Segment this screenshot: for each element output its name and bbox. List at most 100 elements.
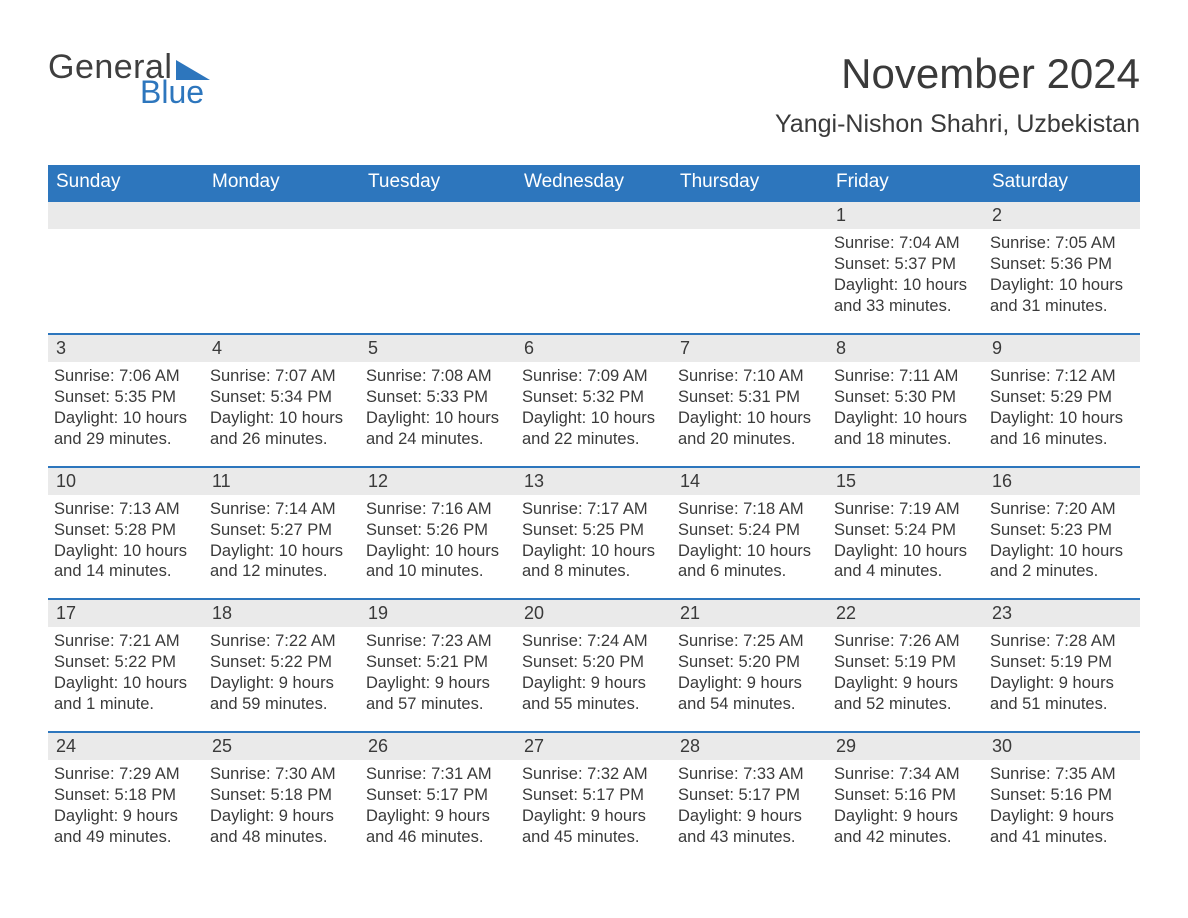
- daylight-text: Daylight: 10 hours and 1 minute.: [54, 673, 198, 715]
- day-number: 24: [56, 736, 76, 756]
- day-details: Sunrise: 7:29 AMSunset: 5:18 PMDaylight:…: [54, 760, 198, 848]
- sunset-text: Sunset: 5:17 PM: [678, 785, 822, 806]
- calendar-day-cell: [48, 202, 204, 323]
- sunset-text: Sunset: 5:36 PM: [990, 254, 1134, 275]
- weekday-header: Thursday: [672, 165, 828, 200]
- weekday-header: Tuesday: [360, 165, 516, 200]
- calendar-day-cell: [360, 202, 516, 323]
- calendar-day-cell: 1 Sunrise: 7:04 AMSunset: 5:37 PMDaylight…: [828, 202, 984, 323]
- sunrise-text: Sunrise: 7:08 AM: [366, 366, 510, 387]
- day-details: Sunrise: 7:13 AMSunset: 5:28 PMDaylight:…: [54, 495, 198, 583]
- day-number: 4: [212, 338, 222, 358]
- calendar-day-cell: [672, 202, 828, 323]
- calendar-day-cell: 2Sunrise: 7:05 AMSunset: 5:36 PMDaylight…: [984, 202, 1140, 323]
- day-details: Sunrise: 7:19 AMSunset: 5:24 PMDaylight:…: [834, 495, 978, 583]
- calendar-day-cell: 16Sunrise: 7:20 AMSunset: 5:23 PMDayligh…: [984, 468, 1140, 589]
- day-number-bar: [204, 202, 360, 229]
- calendar-day-cell: 26Sunrise: 7:31 AMSunset: 5:17 PMDayligh…: [360, 733, 516, 854]
- sunset-text: Sunset: 5:17 PM: [366, 785, 510, 806]
- calendar-day-cell: 10Sunrise: 7:13 AMSunset: 5:28 PMDayligh…: [48, 468, 204, 589]
- weekday-header-row: Sunday Monday Tuesday Wednesday Thursday…: [48, 165, 1140, 200]
- daylight-text: Daylight: 10 hours and 2 minutes.: [990, 541, 1134, 583]
- day-number: 15: [836, 471, 856, 491]
- sunrise-text: Sunrise: 7:07 AM: [210, 366, 354, 387]
- calendar-week-row: 3 Sunrise: 7:06 AMSunset: 5:35 PMDaylight…: [48, 333, 1140, 456]
- daylight-text: Daylight: 10 hours and 22 minutes.: [522, 408, 666, 450]
- day-number-bar: 21: [672, 600, 828, 627]
- day-number-bar: [516, 202, 672, 229]
- calendar-day-cell: 9Sunrise: 7:12 AMSunset: 5:29 PMDaylight…: [984, 335, 1140, 456]
- sunrise-text: Sunrise: 7:14 AM: [210, 499, 354, 520]
- sunrise-text: Sunrise: 7:05 AM: [990, 233, 1134, 254]
- day-number-bar: 17: [48, 600, 204, 627]
- day-number-bar: 5: [360, 335, 516, 362]
- calendar-day-cell: 27Sunrise: 7:32 AMSunset: 5:17 PMDayligh…: [516, 733, 672, 854]
- day-details: Sunrise: 7:14 AMSunset: 5:27 PMDaylight:…: [210, 495, 354, 583]
- daylight-text: Daylight: 9 hours and 57 minutes.: [366, 673, 510, 715]
- day-number: 1: [836, 205, 846, 225]
- day-details: Sunrise: 7:23 AMSunset: 5:21 PMDaylight:…: [366, 627, 510, 715]
- sunrise-text: Sunrise: 7:25 AM: [678, 631, 822, 652]
- sunrise-text: Sunrise: 7:26 AM: [834, 631, 978, 652]
- day-number: 28: [680, 736, 700, 756]
- weekday-header: Saturday: [984, 165, 1140, 200]
- day-number-bar: 13: [516, 468, 672, 495]
- sunset-text: Sunset: 5:23 PM: [990, 520, 1134, 541]
- day-details: Sunrise: 7:10 AMSunset: 5:31 PMDaylight:…: [678, 362, 822, 450]
- day-details: Sunrise: 7:32 AMSunset: 5:17 PMDaylight:…: [522, 760, 666, 848]
- day-number: 19: [368, 603, 388, 623]
- day-number: 6: [524, 338, 534, 358]
- day-number-bar: [672, 202, 828, 229]
- day-number-bar: 20: [516, 600, 672, 627]
- sunset-text: Sunset: 5:21 PM: [366, 652, 510, 673]
- sunrise-text: Sunrise: 7:23 AM: [366, 631, 510, 652]
- day-details: Sunrise: 7:08 AMSunset: 5:33 PMDaylight:…: [366, 362, 510, 450]
- sunrise-text: Sunrise: 7:16 AM: [366, 499, 510, 520]
- day-details: Sunrise: 7:06 AMSunset: 5:35 PMDaylight:…: [54, 362, 198, 450]
- daylight-text: Daylight: 9 hours and 49 minutes.: [54, 806, 198, 848]
- daylight-text: Daylight: 9 hours and 51 minutes.: [990, 673, 1134, 715]
- sunset-text: Sunset: 5:35 PM: [54, 387, 198, 408]
- calendar-day-cell: 29Sunrise: 7:34 AMSunset: 5:16 PMDayligh…: [828, 733, 984, 854]
- sunset-text: Sunset: 5:19 PM: [834, 652, 978, 673]
- day-number: 16: [992, 471, 1012, 491]
- day-number-bar: 26: [360, 733, 516, 760]
- day-details: Sunrise: 7:30 AMSunset: 5:18 PMDaylight:…: [210, 760, 354, 848]
- sunrise-text: Sunrise: 7:19 AM: [834, 499, 978, 520]
- day-details: Sunrise: 7:26 AMSunset: 5:19 PMDaylight:…: [834, 627, 978, 715]
- sunset-text: Sunset: 5:19 PM: [990, 652, 1134, 673]
- day-number: 20: [524, 603, 544, 623]
- calendar-day-cell: 28Sunrise: 7:33 AMSunset: 5:17 PMDayligh…: [672, 733, 828, 854]
- sunset-text: Sunset: 5:33 PM: [366, 387, 510, 408]
- day-number: 7: [680, 338, 690, 358]
- day-number: 5: [368, 338, 378, 358]
- sunset-text: Sunset: 5:20 PM: [522, 652, 666, 673]
- sunset-text: Sunset: 5:24 PM: [678, 520, 822, 541]
- page-root: General Blue November 2024 Yangi-Nishon …: [0, 0, 1188, 894]
- day-details: Sunrise: 7:04 AMSunset: 5:37 PMDaylight:…: [834, 229, 978, 317]
- daylight-text: Daylight: 9 hours and 42 minutes.: [834, 806, 978, 848]
- calendar-day-cell: 17Sunrise: 7:21 AMSunset: 5:22 PMDayligh…: [48, 600, 204, 721]
- sunset-text: Sunset: 5:24 PM: [834, 520, 978, 541]
- calendar-day-cell: 30Sunrise: 7:35 AMSunset: 5:16 PMDayligh…: [984, 733, 1140, 854]
- brand-word-blue: Blue: [140, 76, 214, 108]
- sunset-text: Sunset: 5:16 PM: [990, 785, 1134, 806]
- calendar-day-cell: 12Sunrise: 7:16 AMSunset: 5:26 PMDayligh…: [360, 468, 516, 589]
- sunset-text: Sunset: 5:31 PM: [678, 387, 822, 408]
- calendar-day-cell: 6Sunrise: 7:09 AMSunset: 5:32 PMDaylight…: [516, 335, 672, 456]
- weekday-header: Monday: [204, 165, 360, 200]
- weekday-header: Sunday: [48, 165, 204, 200]
- sunrise-text: Sunrise: 7:17 AM: [522, 499, 666, 520]
- day-number: 3: [56, 338, 66, 358]
- day-details: Sunrise: 7:07 AMSunset: 5:34 PMDaylight:…: [210, 362, 354, 450]
- daylight-text: Daylight: 10 hours and 20 minutes.: [678, 408, 822, 450]
- day-number-bar: 1: [828, 202, 984, 229]
- day-number-bar: 11: [204, 468, 360, 495]
- day-number: 2: [992, 205, 1002, 225]
- day-number-bar: 16: [984, 468, 1140, 495]
- sunset-text: Sunset: 5:30 PM: [834, 387, 978, 408]
- calendar-day-cell: 8Sunrise: 7:11 AMSunset: 5:30 PMDaylight…: [828, 335, 984, 456]
- day-number: 25: [212, 736, 232, 756]
- day-number-bar: [360, 202, 516, 229]
- day-number-bar: 22: [828, 600, 984, 627]
